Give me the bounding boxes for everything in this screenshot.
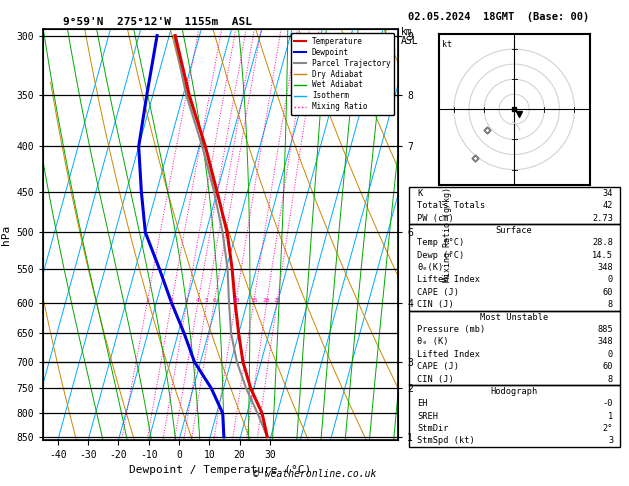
- Text: CAPE (J): CAPE (J): [417, 362, 459, 371]
- Text: © weatheronline.co.uk: © weatheronline.co.uk: [253, 469, 376, 479]
- Text: 4: 4: [196, 297, 200, 303]
- Text: StmSpd (kt): StmSpd (kt): [417, 436, 475, 446]
- Text: 0: 0: [608, 350, 613, 359]
- Text: 6: 6: [213, 297, 216, 303]
- Text: CAPE (J): CAPE (J): [417, 288, 459, 297]
- Text: Most Unstable: Most Unstable: [480, 312, 548, 322]
- Text: 8: 8: [608, 300, 613, 309]
- Text: 8: 8: [608, 375, 613, 383]
- Text: Hodograph: Hodograph: [491, 387, 538, 396]
- Text: 60: 60: [603, 288, 613, 297]
- Text: 2.73: 2.73: [593, 213, 613, 223]
- Text: 0: 0: [608, 276, 613, 284]
- Text: Lifted Index: Lifted Index: [417, 350, 481, 359]
- Text: CIN (J): CIN (J): [417, 375, 454, 383]
- Text: 28.8: 28.8: [593, 238, 613, 247]
- Text: 1: 1: [608, 412, 613, 421]
- Text: 02.05.2024  18GMT  (Base: 00): 02.05.2024 18GMT (Base: 00): [408, 12, 589, 22]
- Text: 3: 3: [608, 436, 613, 446]
- Text: -0: -0: [603, 399, 613, 408]
- Text: θₑ(K): θₑ(K): [417, 263, 443, 272]
- Text: 14.5: 14.5: [593, 251, 613, 260]
- Text: PW (cm): PW (cm): [417, 213, 454, 223]
- Text: 42: 42: [603, 201, 613, 210]
- Text: Pressure (mb): Pressure (mb): [417, 325, 486, 334]
- Text: 3: 3: [185, 297, 189, 303]
- Text: SREH: SREH: [417, 412, 438, 421]
- Text: 1: 1: [145, 297, 149, 303]
- Text: 34: 34: [603, 189, 613, 198]
- Text: 20: 20: [263, 297, 270, 303]
- Text: 2°: 2°: [603, 424, 613, 433]
- Text: 5: 5: [205, 297, 209, 303]
- Text: 2: 2: [170, 297, 174, 303]
- Text: 10: 10: [232, 297, 240, 303]
- Text: kt: kt: [442, 40, 452, 49]
- Text: EH: EH: [417, 399, 428, 408]
- Text: StmDir: StmDir: [417, 424, 448, 433]
- Text: Lifted Index: Lifted Index: [417, 276, 481, 284]
- Text: θₑ (K): θₑ (K): [417, 337, 448, 347]
- Text: Dewp (°C): Dewp (°C): [417, 251, 465, 260]
- Legend: Temperature, Dewpoint, Parcel Trajectory, Dry Adiabat, Wet Adiabat, Isotherm, Mi: Temperature, Dewpoint, Parcel Trajectory…: [291, 33, 394, 115]
- Text: Totals Totals: Totals Totals: [417, 201, 486, 210]
- Text: CIN (J): CIN (J): [417, 300, 454, 309]
- Text: K: K: [417, 189, 423, 198]
- Text: Temp (°C): Temp (°C): [417, 238, 465, 247]
- Y-axis label: hPa: hPa: [1, 225, 11, 244]
- Text: 885: 885: [598, 325, 613, 334]
- Text: km: km: [401, 27, 413, 37]
- X-axis label: Dewpoint / Temperature (°C): Dewpoint / Temperature (°C): [130, 465, 311, 475]
- Text: 15: 15: [250, 297, 257, 303]
- Text: Surface: Surface: [496, 226, 533, 235]
- Text: 348: 348: [598, 263, 613, 272]
- Text: Mixing Ratio (g/kg): Mixing Ratio (g/kg): [443, 187, 452, 282]
- Text: 60: 60: [603, 362, 613, 371]
- Text: 348: 348: [598, 337, 613, 347]
- Text: 9°59'N  275°12'W  1155m  ASL: 9°59'N 275°12'W 1155m ASL: [63, 17, 252, 27]
- Text: 25: 25: [274, 297, 281, 303]
- Text: ASL: ASL: [401, 36, 419, 47]
